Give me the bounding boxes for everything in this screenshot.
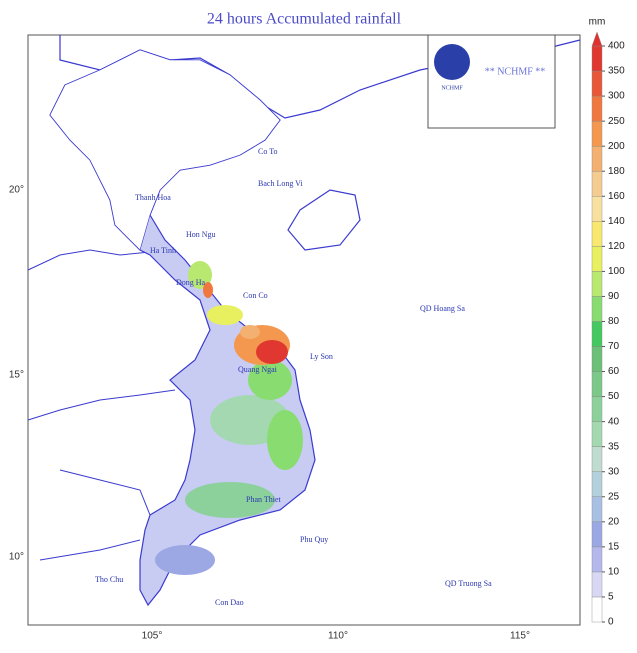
colorbar-tick-label: 60 bbox=[608, 366, 620, 377]
colorbar-unit: mm bbox=[589, 17, 606, 28]
place-label: QD Truong Sa bbox=[445, 579, 492, 588]
colorbar-segment bbox=[591, 546, 603, 573]
colorbar-tick-label: 350 bbox=[608, 66, 625, 77]
place-label: Phu Quy bbox=[300, 535, 328, 544]
colorbar-tick-label: 120 bbox=[608, 241, 625, 252]
colorbar-tick-label: 15 bbox=[608, 542, 620, 553]
title: 24 hours Accumulated rainfall bbox=[207, 11, 402, 28]
colorbar-tick-label: 10 bbox=[608, 567, 620, 578]
rain-areas bbox=[49, 49, 303, 575]
colorbar-segment bbox=[591, 446, 603, 472]
colorbar-segment bbox=[591, 471, 603, 497]
lon-label: 115° bbox=[510, 631, 530, 642]
colorbar-segment bbox=[591, 221, 603, 247]
colorbar-segment bbox=[591, 120, 603, 147]
colorbar-tick-label: 80 bbox=[608, 316, 620, 327]
logo-box: NCHMF ** NCHMF ** bbox=[427, 34, 556, 129]
colorbar-tick-label: 20 bbox=[608, 516, 620, 527]
colorbar-tick-label: 100 bbox=[608, 266, 625, 277]
logo-caption: NCHMF bbox=[441, 85, 463, 91]
colorbar-tick-label: 25 bbox=[608, 491, 620, 502]
place-label: Bach Long Vi bbox=[258, 179, 303, 188]
place-label: Phan Thiet bbox=[246, 495, 282, 504]
colorbar-segment bbox=[591, 421, 603, 447]
place-label: Dong Ha bbox=[176, 278, 206, 287]
colorbar-tick-label: 30 bbox=[608, 466, 620, 477]
colorbar-tick-label: 160 bbox=[608, 191, 625, 202]
colorbar-tick-label: 40 bbox=[608, 416, 620, 427]
colorbar-segment bbox=[591, 95, 603, 122]
place-label: QD Hoang Sa bbox=[420, 304, 465, 313]
place-label: Ly Son bbox=[310, 352, 333, 361]
colorbar-segment bbox=[591, 171, 603, 197]
colorbar-segment bbox=[591, 271, 603, 297]
lat-label: 15° bbox=[9, 370, 24, 381]
colorbar-segment bbox=[591, 346, 603, 372]
colorbar-segment bbox=[591, 145, 603, 172]
colorbar-segment bbox=[591, 70, 603, 97]
colorbar-tick-label: 35 bbox=[608, 441, 620, 452]
lat-label: 10° bbox=[9, 552, 24, 563]
place-labels: Co To Bach Long Vi Thanh Hoa Hon Ngu Ha … bbox=[95, 147, 492, 607]
colorbar-segment bbox=[591, 321, 603, 347]
colorbar-tick-label: 0 bbox=[608, 617, 614, 628]
place-label: Co To bbox=[258, 147, 278, 156]
colorbar-tick-label: 50 bbox=[608, 391, 620, 402]
axis-labels: 105° 110° 115° 20° 15° 10° bbox=[9, 185, 530, 642]
colorbar-segment bbox=[591, 196, 603, 222]
colorbar-tick-label: 200 bbox=[608, 141, 625, 152]
colorbar-segment bbox=[591, 45, 603, 72]
colorbar-segment bbox=[591, 296, 603, 322]
colorbar-tick-label: 140 bbox=[608, 216, 625, 227]
colorbar-segment bbox=[591, 571, 603, 598]
colorbar-segment bbox=[591, 596, 603, 623]
place-label: Quang Ngai bbox=[238, 365, 278, 374]
colorbar-arrow bbox=[591, 31, 603, 47]
colorbar-tick-label: 5 bbox=[608, 592, 614, 603]
colorbar-tick-label: 300 bbox=[608, 91, 625, 102]
colorbar-segment bbox=[591, 396, 603, 422]
lat-label: 20° bbox=[9, 185, 24, 196]
place-label: Ha Tinh bbox=[150, 246, 176, 255]
place-label: Thanh Hoa bbox=[135, 193, 171, 202]
place-label: Tho Chu bbox=[95, 575, 123, 584]
place-label: Con Dao bbox=[215, 598, 244, 607]
colorbar-tick-label: 250 bbox=[608, 116, 625, 127]
logo-text: ** NCHMF ** bbox=[485, 66, 546, 77]
colorbar-segment bbox=[591, 371, 603, 397]
lon-label: 110° bbox=[328, 631, 348, 642]
colorbar-tick-label: 70 bbox=[608, 341, 620, 352]
colorbar: mm 0 5 10 15 20 25 30 35 40 50 60 70 80 90 100 120 140 16… bbox=[589, 17, 625, 628]
place-label: Con Co bbox=[243, 291, 268, 300]
colorbar-tick-label: 180 bbox=[608, 166, 625, 177]
colorbar-tick-label: 400 bbox=[608, 41, 625, 52]
colorbar-segment bbox=[591, 521, 603, 548]
lon-label: 105° bbox=[142, 631, 163, 642]
colorbar-tick-label: 90 bbox=[608, 291, 620, 302]
colorbar-segment bbox=[591, 496, 603, 523]
place-label: Hon Ngu bbox=[186, 230, 216, 239]
colorbar-segment bbox=[591, 246, 603, 272]
